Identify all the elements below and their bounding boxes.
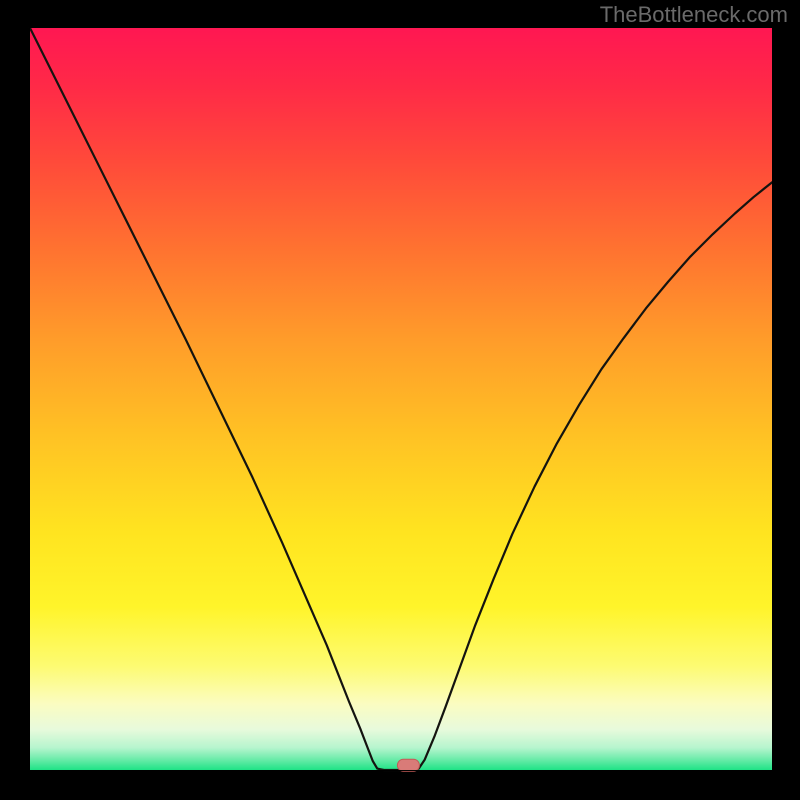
chart-background [30, 28, 772, 770]
optimal-marker [397, 759, 419, 771]
bottleneck-chart [0, 0, 800, 800]
